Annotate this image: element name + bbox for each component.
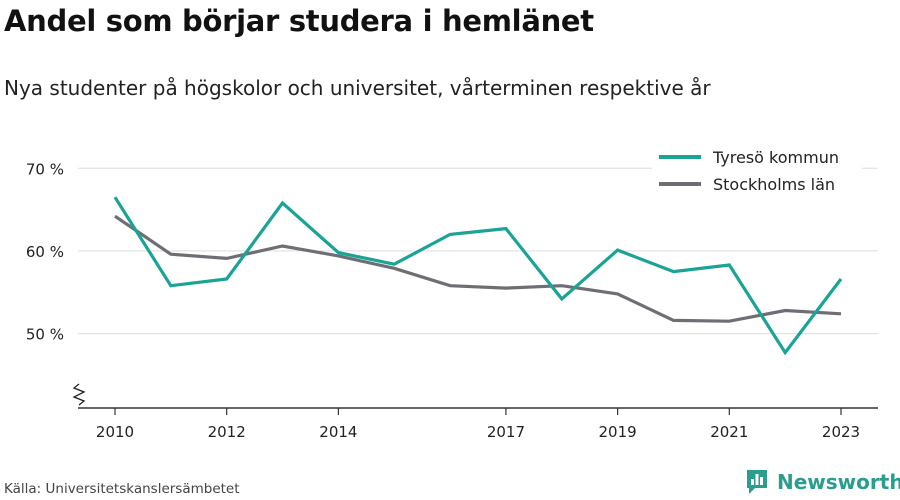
legend-label: Tyresö kommun: [712, 148, 839, 167]
x-tick-label: 2010: [96, 423, 134, 441]
chart-title: Andel som börjar studera i hemlänet: [4, 4, 594, 38]
x-axis: 2010 2012 2014 2017 2019 2021 2023: [78, 407, 878, 441]
source-note: Källa: Universitetskanslersämbetet: [4, 481, 240, 497]
x-tick-label: 2014: [319, 423, 357, 441]
y-tick-label: 60 %: [26, 243, 64, 261]
legend: Tyresö kommun Stockholms län: [652, 142, 862, 198]
bar-chart-logo-icon: [747, 470, 767, 494]
x-tick-label: 2021: [710, 423, 748, 441]
x-tick-label: 2012: [208, 423, 246, 441]
chart-subtitle: Nya studenter på högskolor och universit…: [4, 76, 711, 100]
line-chart: 50 % 60 % 70 % 2010 2012 2014 2017 2019 2021 202…: [25, 142, 878, 441]
brand-name: Newsworthy: [777, 470, 900, 494]
series-lines: [113, 196, 843, 356]
x-tick-label: 2023: [822, 423, 860, 441]
series-line-stockholms-lan: [114, 214, 842, 323]
brand-logo[interactable]: Newsworthy: [745, 468, 900, 496]
x-tick-label: 2019: [599, 423, 637, 441]
legend-label: Stockholms län: [713, 175, 835, 194]
legend-background: [652, 142, 862, 198]
x-tick-label: 2017: [487, 423, 525, 441]
axis-break-zigzag-icon: [72, 383, 86, 406]
series-line-tyreso-kommun: [113, 196, 843, 356]
y-tick-label: 70 %: [26, 160, 64, 178]
y-axis-ticks: 50 % 60 % 70 %: [26, 160, 86, 406]
y-tick-label: 50 %: [26, 326, 64, 344]
